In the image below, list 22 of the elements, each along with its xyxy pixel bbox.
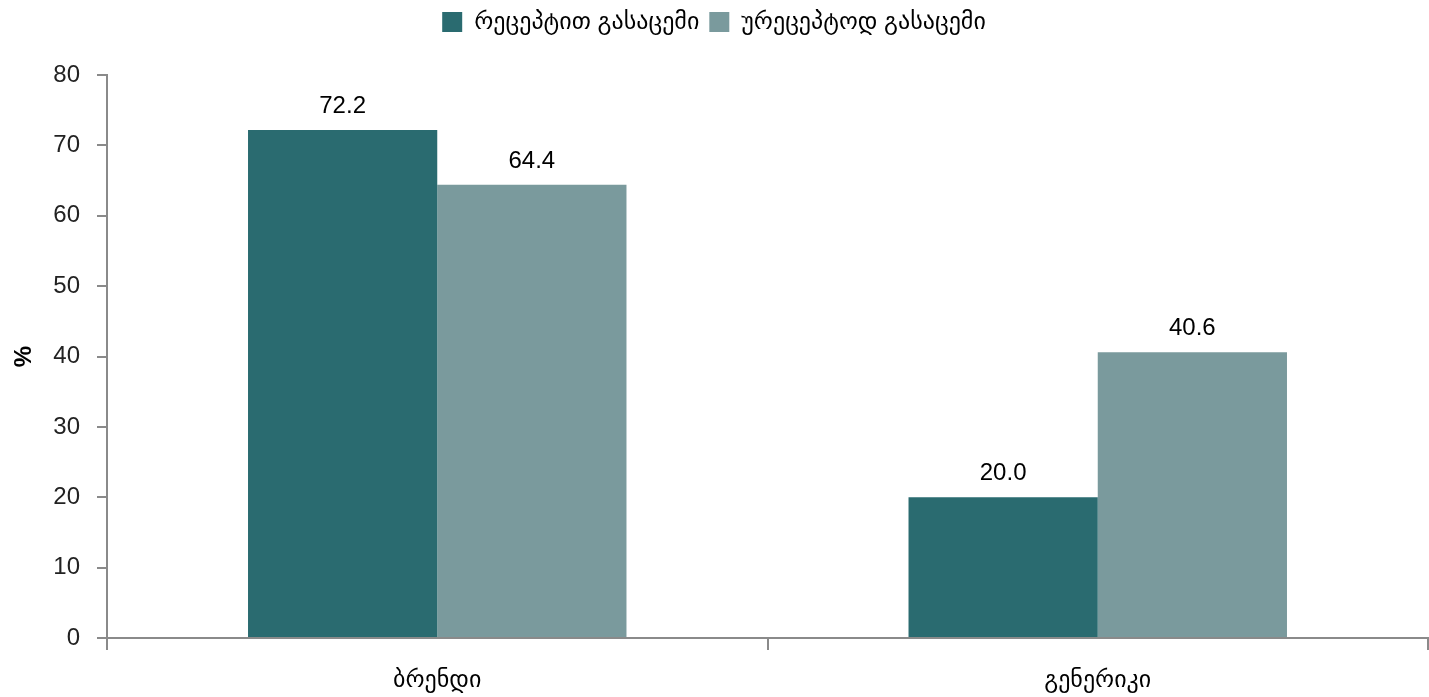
y-tick-label: 80 <box>53 59 80 87</box>
x-tick-label: გენერიკი <box>1044 665 1152 694</box>
y-tick-label: 10 <box>53 552 80 580</box>
bar <box>908 497 1098 637</box>
data-label: 72.2 <box>319 90 366 118</box>
y-axis-title: % <box>9 345 37 368</box>
y-tick-label: 30 <box>53 411 80 439</box>
bar <box>437 184 627 637</box>
x-tick-label: ბრენდი <box>393 665 482 694</box>
y-tick-label: 0 <box>66 622 80 650</box>
data-label: 20.0 <box>979 458 1027 486</box>
y-tick-label: 20 <box>53 481 80 509</box>
data-label: 40.6 <box>1169 313 1216 341</box>
y-tick-label: 40 <box>53 341 80 369</box>
y-tick-label: 70 <box>53 130 80 157</box>
y-tick-label: 60 <box>53 200 80 228</box>
legend-label: ურეცეპტოდ გასაცემი <box>741 6 986 35</box>
data-label: 64.4 <box>508 145 556 173</box>
bar <box>248 129 438 637</box>
legend-label: რეცეპტით გასაცემი <box>474 6 700 35</box>
bar <box>1097 352 1287 637</box>
y-tick-label: 50 <box>53 270 80 298</box>
